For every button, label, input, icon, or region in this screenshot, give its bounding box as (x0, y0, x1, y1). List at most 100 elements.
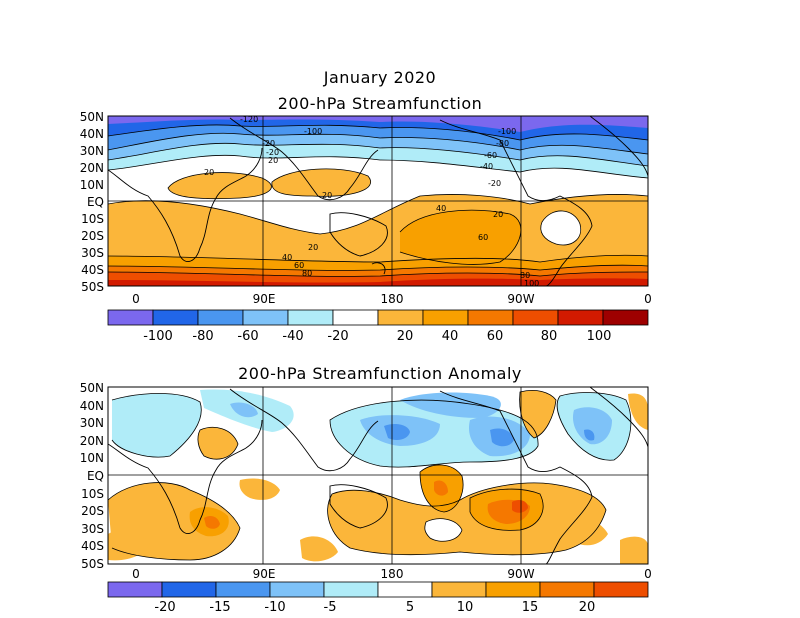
panel1-title: 200-hPa Streamfunction (277, 94, 483, 113)
svg-text:50N: 50N (80, 110, 104, 124)
contour-label: 100 (524, 279, 539, 288)
colorbar-swatch (593, 581, 649, 598)
contour-label: 80 (302, 269, 312, 278)
svg-text:30S: 30S (81, 246, 104, 260)
contour-label: -40 (480, 162, 493, 171)
colorbar-swatch (422, 309, 469, 326)
svg-text:90W: 90W (507, 292, 534, 306)
coastlines (108, 116, 648, 286)
colorbar-swatch (287, 309, 334, 326)
anomaly-colorbar (107, 581, 649, 598)
svg-text:30N: 30N (80, 144, 104, 158)
svg-text:-15: -15 (209, 600, 230, 615)
contour-label: -20 (488, 179, 501, 188)
svg-text:10S: 10S (81, 212, 104, 226)
svg-text:20: 20 (579, 600, 596, 615)
contour-label: 20 (493, 210, 503, 219)
colorbar-swatch (485, 581, 541, 598)
svg-text:20N: 20N (80, 434, 104, 448)
streamfunction-colorbar-labels: -100 -80 -60 -40 -20 20 40 60 80 100 (143, 329, 611, 344)
colorbar-swatch (512, 309, 559, 326)
panel2-lon-labels: 0 90E 180 90W 0 (132, 567, 652, 581)
colorbar-swatch (467, 309, 514, 326)
streamfunction-anomaly-map (108, 387, 648, 564)
svg-text:0: 0 (132, 292, 140, 306)
svg-text:60: 60 (487, 329, 504, 344)
panel2-title: 200-hPa Streamfunction Anomaly (238, 364, 522, 383)
contour-label: 80 (520, 271, 530, 280)
contour-label: 20 (322, 191, 332, 200)
contour-label: 40 (436, 204, 446, 213)
svg-text:90E: 90E (253, 567, 276, 581)
svg-text:0: 0 (644, 567, 652, 581)
colorbar-swatch (602, 309, 649, 326)
svg-text:20: 20 (397, 329, 414, 344)
colorbar-swatch (557, 309, 604, 326)
contour-label: -20 (262, 139, 275, 148)
svg-text:20S: 20S (81, 229, 104, 243)
svg-text:30S: 30S (81, 522, 104, 536)
colorbar-swatch (242, 309, 289, 326)
svg-text:-100: -100 (143, 329, 173, 344)
svg-text:40N: 40N (80, 127, 104, 141)
svg-text:40N: 40N (80, 399, 104, 413)
svg-text:-40: -40 (282, 329, 303, 344)
svg-text:5: 5 (406, 600, 414, 615)
panel1-grid (107, 115, 649, 287)
svg-text:-60: -60 (237, 329, 258, 344)
svg-text:30N: 30N (80, 416, 104, 430)
svg-text:-80: -80 (192, 329, 213, 344)
contour-label: 60 (294, 261, 304, 270)
svg-text:50S: 50S (81, 557, 104, 571)
svg-text:20N: 20N (80, 161, 104, 175)
colorbar-swatch (107, 309, 154, 326)
svg-text:40S: 40S (81, 539, 104, 553)
svg-text:10N: 10N (80, 178, 104, 192)
svg-text:180: 180 (381, 292, 404, 306)
svg-text:15: 15 (522, 600, 539, 615)
colorbar-swatch (377, 309, 424, 326)
svg-text:50N: 50N (80, 381, 104, 395)
panel1-contour-labels: -120 -100 -100 -80 -60 -40 -20 20 20 20 … (204, 115, 539, 288)
contour-label: -100 (304, 127, 322, 136)
svg-text:0: 0 (132, 567, 140, 581)
contour-label: -120 (240, 115, 258, 124)
panel2-lat-labels: 50N 40N 30N 20N 10N EQ 10S 20S 30S 40S 5… (80, 381, 104, 571)
contour-label: -20 (266, 148, 279, 157)
coastlines (108, 387, 648, 564)
contour-label: 20 (268, 156, 278, 165)
svg-text:40: 40 (442, 329, 459, 344)
svg-text:EQ: EQ (87, 195, 104, 209)
panel1-lon-labels: 0 90E 180 90W 0 (132, 292, 652, 306)
contour-label: 60 (478, 233, 488, 242)
svg-text:EQ: EQ (87, 469, 104, 483)
colorbar-swatch (431, 581, 487, 598)
svg-text:10N: 10N (80, 451, 104, 465)
svg-text:180: 180 (381, 567, 404, 581)
svg-text:20S: 20S (81, 504, 104, 518)
colorbar-swatch (197, 309, 244, 326)
svg-text:100: 100 (587, 329, 612, 344)
main-title: January 2020 (323, 68, 437, 87)
panel1-lat-labels: 50N 40N 30N 20N 10N EQ 10S 20S 30S 40S 5… (80, 110, 104, 294)
colorbar-swatch (107, 581, 163, 598)
svg-text:50S: 50S (81, 280, 104, 294)
svg-text:90E: 90E (253, 292, 276, 306)
contour-label: -100 (498, 127, 516, 136)
svg-text:80: 80 (541, 329, 558, 344)
streamfunction-colorbar (107, 309, 649, 326)
svg-text:-20: -20 (154, 600, 175, 615)
contour-label: 20 (204, 168, 214, 177)
colorbar-swatch (215, 581, 271, 598)
svg-text:40S: 40S (81, 263, 104, 277)
svg-text:-10: -10 (264, 600, 285, 615)
anomaly-colorbar-labels: -20 -15 -10 -5 5 10 15 20 (154, 600, 595, 615)
contour-label: 20 (308, 243, 318, 252)
colorbar-swatch (332, 309, 379, 326)
colorbar-swatch (377, 581, 433, 598)
colorbar-swatch (539, 581, 595, 598)
contour-label: -60 (484, 151, 497, 160)
svg-text:0: 0 (644, 292, 652, 306)
panel2-grid (107, 386, 649, 565)
